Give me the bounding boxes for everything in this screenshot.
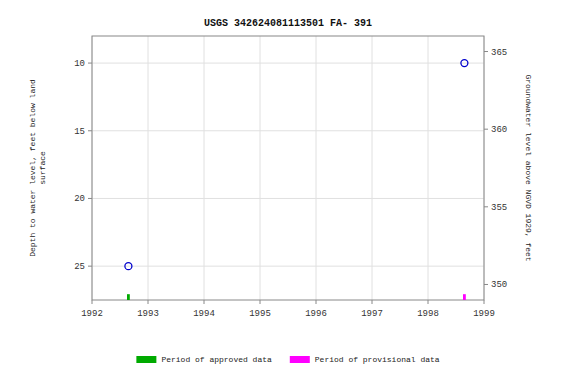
y-tick-label: 25 (74, 262, 85, 272)
grid-line-x (428, 36, 429, 300)
data-point (461, 60, 468, 67)
y2-axis-label: Groundwater level above NGVD 1929, feet (524, 74, 533, 261)
grid-line-y (92, 266, 484, 267)
x-tick (316, 300, 317, 304)
title: USGS 342624081113501 FA- 391 (204, 18, 372, 29)
grid-line-x (372, 36, 373, 300)
background (0, 0, 576, 384)
y-axis-label-line: Depth to water level, feet below land (28, 79, 37, 257)
x-tick-label: 1993 (137, 309, 159, 319)
y2-tick (484, 284, 488, 285)
y-tick (88, 198, 92, 199)
legend-swatch (136, 356, 156, 363)
grid (92, 36, 484, 300)
x-tick-label: 1996 (305, 309, 327, 319)
y-tick (88, 266, 92, 267)
y-tick-label: 20 (74, 194, 85, 204)
axes: 1992 1993 1994 1995 1996 1997 1998 1999 10 15 20 25… (74, 48, 507, 319)
x-tick (428, 300, 429, 304)
x-tick (260, 300, 261, 304)
period-mark (127, 294, 130, 300)
y-tick (88, 63, 92, 64)
y-tick (88, 130, 92, 131)
legend: Period of approved data Period of provisi… (136, 355, 439, 364)
period-mark (463, 294, 466, 300)
legend-item: Period of provisional data (290, 355, 440, 364)
x-tick-label: 1994 (193, 309, 215, 319)
grid-line-x (148, 36, 149, 300)
y2-tick (484, 206, 488, 207)
legend-item: Period of approved data (136, 355, 272, 364)
legend-label: Period of approved data (161, 355, 272, 364)
grid-line-x (260, 36, 261, 300)
y2-tick-label: 360 (491, 125, 507, 135)
y2-tick (484, 129, 488, 130)
marks (125, 60, 468, 300)
grid-line-y (92, 63, 484, 64)
chart-svg: 1992 1993 1994 1995 1996 1997 1998 1999 10 15 20 25… (0, 0, 576, 384)
y2-tick-label: 355 (491, 203, 507, 213)
x-tick-label: 1995 (249, 309, 271, 319)
x-tick-label: 1998 (417, 309, 439, 319)
x-tick (372, 300, 373, 304)
y-axis-label-line: surface (38, 151, 47, 185)
x-tick (92, 300, 93, 304)
plot-frame (92, 36, 484, 300)
legend-swatch (290, 356, 310, 363)
data-point (125, 263, 132, 270)
y2-tick-label: 350 (491, 280, 507, 290)
y-axis-label: Depth to water level, feet below landsur… (28, 79, 47, 257)
x-tick-label: 1999 (473, 309, 495, 319)
grid-line-x (316, 36, 317, 300)
x-tick (148, 300, 149, 304)
y-tick-label: 10 (74, 59, 85, 69)
grid-line-x (204, 36, 205, 300)
grid-line-y (92, 198, 484, 199)
y2-tick-label: 365 (491, 48, 507, 58)
x-tick-label: 1997 (361, 309, 383, 319)
legend-label: Period of provisional data (315, 355, 440, 364)
y2-tick (484, 51, 488, 52)
x-tick (484, 300, 485, 304)
x-tick-label: 1992 (81, 309, 103, 319)
grid-line-y (92, 130, 484, 131)
x-tick (204, 300, 205, 304)
y-tick-label: 15 (74, 127, 85, 137)
